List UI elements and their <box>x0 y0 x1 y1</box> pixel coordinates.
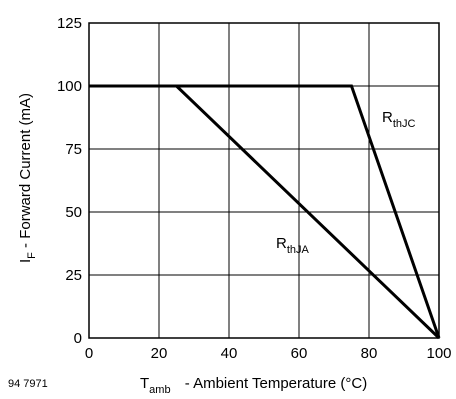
x-tick-label-20: 20 <box>151 345 168 362</box>
plot-frame <box>88 22 440 339</box>
y-tick-labels: 0 25 50 75 100 125 <box>57 15 82 347</box>
series-label-rthja: RthJA <box>276 235 310 256</box>
x-tick-label-100: 100 <box>426 345 451 362</box>
y-tick-label-25: 25 <box>65 267 82 284</box>
y-tick-label-75: 75 <box>65 141 82 158</box>
x-tick-label-0: 0 <box>85 345 93 362</box>
series-line-rthja <box>89 84 441 340</box>
grid-lines <box>88 22 440 339</box>
y-tick-label-100: 100 <box>57 78 82 95</box>
x-tick-labels: 0 20 40 60 80 100 <box>85 345 452 362</box>
y-tick-label-50: 50 <box>65 204 82 221</box>
x-tick-label-40: 40 <box>221 345 238 362</box>
y-tick-label-0: 0 <box>74 330 82 347</box>
y-axis-title: IF - Forward Current (mA) <box>17 93 38 263</box>
y-tick-label-125: 125 <box>57 15 82 32</box>
series-label-rthjc: RthJC <box>382 109 416 130</box>
figure-id: 94 7971 <box>8 378 48 390</box>
x-axis-title: Tamb - Ambient Temperature (°C) <box>140 375 367 396</box>
x-tick-label-60: 60 <box>291 345 308 362</box>
x-tick-label-80: 80 <box>361 345 378 362</box>
series-lines <box>89 84 441 340</box>
